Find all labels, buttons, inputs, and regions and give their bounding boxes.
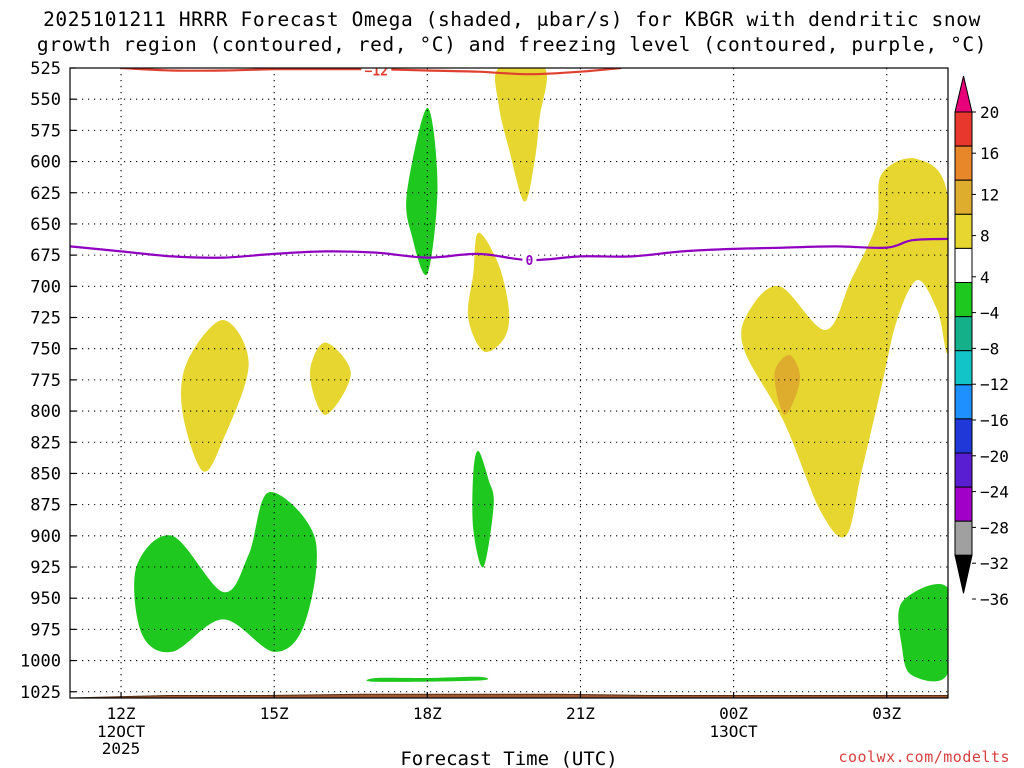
colorbar-band-9 xyxy=(954,384,973,420)
y-tick-label-1000: 1000 xyxy=(20,652,61,672)
colorbar-label-9: −16 xyxy=(980,411,1009,430)
y-tick-label-825: 825 xyxy=(30,433,61,453)
surface-terrain xyxy=(70,693,948,698)
colorbar-label-11: −24 xyxy=(980,483,1009,502)
omega-region-5 xyxy=(741,158,948,538)
x-tick-label-21Z: 21Z xyxy=(566,704,595,723)
colorbar-label-1: 20 xyxy=(980,103,999,122)
omega-colorbar: 20 16 12 8 4 −4 −8 −12 −16 −20 −24 −28 −32 −36 xyxy=(954,75,1009,609)
omega-shading-layer xyxy=(134,68,948,682)
colorbar-label-7: −8 xyxy=(980,339,999,358)
colorbar-label-10: −20 xyxy=(980,447,1009,466)
omega-region-9 xyxy=(134,492,317,653)
y-tick-label-975: 975 xyxy=(30,620,61,640)
colorbar-band-5 xyxy=(954,247,973,283)
y-tick-label-650: 650 xyxy=(30,215,61,235)
colorbar-band-4 xyxy=(954,213,973,249)
y-tick-label-700: 700 xyxy=(30,277,61,297)
colorbar-band-6 xyxy=(954,282,973,318)
y-tick-label-950: 950 xyxy=(30,589,61,609)
omega-region-8 xyxy=(472,450,494,568)
freezing-level-line xyxy=(70,237,948,262)
x-tick-label-12Z: 12Z xyxy=(107,704,136,723)
chart-title-line-2: growth region (contoured, red, °C) and f… xyxy=(36,33,988,56)
y-tick-label-925: 925 xyxy=(30,558,61,578)
dotted-grid xyxy=(70,67,948,698)
colorbar-label-14: −36 xyxy=(980,590,1009,609)
colorbar-band-3 xyxy=(954,179,973,215)
y-tick-label-900: 900 xyxy=(30,527,61,547)
x-tick-sublabel-13OCT: 13OCT xyxy=(710,722,759,741)
y-tick-label-875: 875 xyxy=(30,496,61,516)
x-tick-label-03Z: 03Z xyxy=(872,704,901,723)
omega-region-11 xyxy=(366,676,489,682)
y-tick-label-725: 725 xyxy=(30,309,61,329)
omega-region-2 xyxy=(467,232,510,352)
freezing-level-label: 0 xyxy=(526,254,534,269)
y-tick-label-775: 775 xyxy=(30,371,61,391)
freezing-level-label-bg xyxy=(522,252,537,267)
pressure-axis: 525 550 575 600 625 650 675 700 725 750 775 800 825 8… xyxy=(20,59,76,703)
colorbar-band-13 xyxy=(954,520,973,556)
colorbar-label-8: −12 xyxy=(980,375,1009,394)
y-tick-label-1025: 1025 xyxy=(20,683,61,703)
surface-ground-fill xyxy=(70,693,948,698)
chart-title-line-1: 2025101211 HRRR Forecast Omega (shaded, … xyxy=(43,8,981,31)
colorbar-label-2: 16 xyxy=(980,144,999,163)
omega-region-4 xyxy=(309,342,351,415)
colorbar-band-7 xyxy=(954,316,973,352)
colorbar-band-12 xyxy=(954,486,973,522)
watermark: coolwx.com/modelts xyxy=(838,748,1010,766)
colorbar-label-12: −28 xyxy=(980,518,1009,537)
y-tick-label-675: 675 xyxy=(30,246,61,266)
y-tick-label-750: 750 xyxy=(30,340,61,360)
dgz-label-bg xyxy=(361,68,392,77)
x-axis-label: Forecast Time (UTC) xyxy=(400,748,617,768)
colorbar-band-8 xyxy=(954,350,973,386)
colorbar-label-13: −32 xyxy=(980,554,1009,573)
plot-frame xyxy=(69,67,949,699)
colorbar-band-2 xyxy=(954,145,973,181)
colorbar-band-10 xyxy=(954,418,973,454)
y-tick-label-525: 525 xyxy=(30,59,61,79)
colorbar-label-5: 4 xyxy=(980,268,990,287)
omega-region-1 xyxy=(494,68,548,202)
x-tick-label-18Z: 18Z xyxy=(413,704,442,723)
y-tick-label-575: 575 xyxy=(30,121,61,141)
y-tick-label-600: 600 xyxy=(30,153,61,173)
y-tick-label-800: 800 xyxy=(30,402,61,422)
colorbar-label-6: −4 xyxy=(980,304,999,323)
colorbar-bottom-triangle xyxy=(954,554,973,594)
y-tick-label-625: 625 xyxy=(30,184,61,204)
omega-region-6 xyxy=(774,354,801,415)
colorbar-band-11 xyxy=(954,452,973,488)
y-tick-label-550: 550 xyxy=(30,90,61,110)
y-tick-label-850: 850 xyxy=(30,464,61,484)
omega-region-3 xyxy=(181,319,249,472)
x-tick-label-00Z: 00Z xyxy=(719,704,748,723)
omega-region-10 xyxy=(898,583,948,682)
colorbar-top-triangle xyxy=(954,75,973,113)
contour-layer: 0 −12 xyxy=(70,64,948,269)
omega-region-7 xyxy=(406,107,438,276)
x-tick-sublabel-12OCT: 12OCT xyxy=(97,722,146,741)
colorbar-band-1 xyxy=(954,111,973,147)
colorbar-label-3: 12 xyxy=(980,185,999,204)
colorbar-label-4: 8 xyxy=(980,227,990,246)
x-tick-sublabel-2025: 2025 xyxy=(102,739,141,758)
x-tick-label-15Z: 15Z xyxy=(260,704,289,723)
dgz-contour-label: −12 xyxy=(365,64,388,79)
